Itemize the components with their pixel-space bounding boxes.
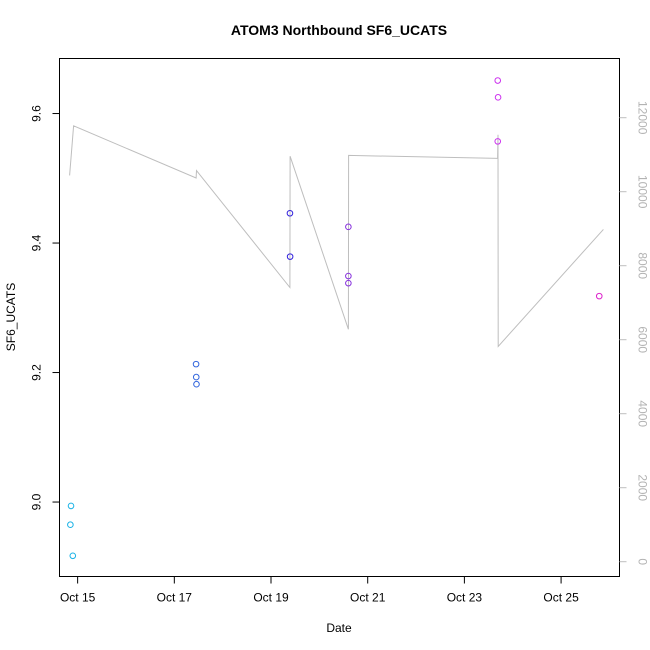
data-points (67, 77, 603, 560)
data-point (286, 209, 294, 217)
y-tick-label: 9.2 (30, 364, 44, 381)
data-point (595, 292, 603, 300)
plot-frame (59, 58, 620, 577)
y-tick-label: 9.0 (30, 493, 44, 510)
data-point (192, 360, 200, 368)
y2-tick-label: 0 (636, 558, 650, 565)
data-point (345, 272, 352, 280)
data-point (494, 138, 502, 145)
x-axis: Oct 15 Oct 17 Oct 19 Oct 21 Oct 23 Oct 25 (60, 576, 579, 605)
y2-tick-label: 4000 (636, 400, 650, 427)
x-tick-label: Oct 15 (60, 591, 96, 605)
chart-title: ATOM3 Northbound SF6_UCATS (231, 22, 447, 38)
data-point (345, 279, 352, 287)
altitude-line-group (69, 125, 604, 348)
data-point (193, 380, 200, 388)
data-point (67, 521, 74, 529)
data-point (345, 223, 352, 231)
y2-axis: 0 2000 4000 6000 8000 10000 12000 (619, 101, 650, 565)
x-tick-label: Oct 23 (447, 591, 483, 605)
y-tick-label: 9.4 (30, 234, 44, 251)
y2-tick-label: 12000 (636, 101, 650, 135)
x-tick-label: Oct 17 (157, 591, 193, 605)
data-point (69, 552, 77, 560)
y-axis: 9.0 9.2 9.4 9.6 (30, 105, 60, 510)
data-point (286, 253, 294, 260)
x-tick-label: Oct 19 (253, 591, 289, 605)
y2-tick-label: 8000 (636, 252, 650, 279)
y2-tick-label: 6000 (636, 326, 650, 353)
x-axis-label: Date (326, 621, 352, 635)
data-point (494, 94, 502, 101)
data-point (494, 77, 502, 84)
altitude-line (69, 125, 604, 348)
y2-tick-label: 2000 (636, 474, 650, 501)
data-point (67, 502, 75, 510)
y-tick-label: 9.6 (30, 105, 44, 122)
x-tick-label: Oct 25 (543, 591, 579, 605)
data-point (192, 373, 200, 381)
x-tick-label: Oct 21 (350, 591, 386, 605)
y-axis-label: SF6_UCATS (4, 283, 18, 351)
y2-tick-label: 10000 (636, 175, 650, 209)
